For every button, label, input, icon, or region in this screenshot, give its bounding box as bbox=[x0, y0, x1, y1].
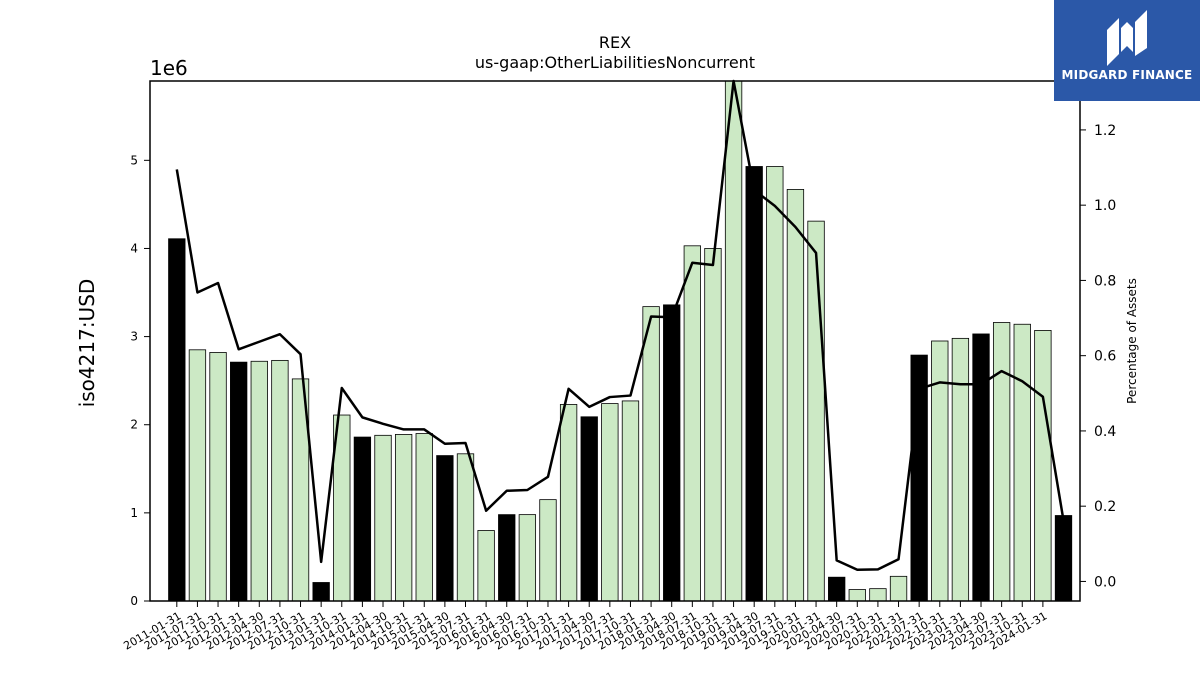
bar bbox=[230, 361, 248, 602]
chart-subtitle: us-gaap:OtherLiabilitiesNoncurrent bbox=[475, 53, 755, 72]
bar bbox=[374, 434, 392, 602]
logo: MIDGARD FINANCE bbox=[1054, 0, 1200, 101]
y2-tick-label: 1.0 bbox=[1094, 198, 1116, 214]
y-tick-label: 1 bbox=[130, 506, 138, 520]
bar bbox=[415, 433, 433, 602]
y2-tick-label: 0.2 bbox=[1094, 499, 1116, 515]
bar bbox=[766, 166, 784, 602]
y2-tick-label: 0.0 bbox=[1094, 574, 1116, 590]
bar bbox=[1034, 330, 1052, 602]
y2-tick-label: 0.4 bbox=[1094, 424, 1116, 440]
bar bbox=[807, 220, 825, 602]
bars-group bbox=[168, 80, 1073, 602]
bar bbox=[477, 530, 495, 602]
bar bbox=[250, 360, 268, 602]
bar bbox=[312, 582, 330, 602]
y-axis-multiplier: 1e6 bbox=[150, 56, 188, 80]
bar bbox=[436, 455, 454, 602]
y2-tick-label: 1.2 bbox=[1094, 123, 1116, 139]
y-tick-label: 5 bbox=[130, 153, 138, 167]
y-axis-label: iso4217:USD bbox=[75, 279, 99, 408]
y2-axis-label: Percentage of Assets bbox=[1125, 278, 1139, 404]
bar bbox=[848, 589, 866, 602]
plot-frame bbox=[149, 80, 1081, 602]
bar bbox=[663, 304, 681, 602]
bar bbox=[951, 337, 970, 602]
bar bbox=[580, 416, 598, 602]
bar bbox=[168, 238, 186, 602]
bar bbox=[498, 514, 516, 602]
bar bbox=[869, 588, 887, 602]
bar bbox=[972, 333, 990, 602]
bar bbox=[745, 166, 763, 602]
bar bbox=[518, 514, 537, 602]
bar bbox=[353, 436, 372, 602]
y-tick-label: 0 bbox=[130, 594, 138, 608]
axes-group: 0123450.00.20.40.60.81.01.22011-01-31201… bbox=[121, 80, 1116, 653]
percentage-line bbox=[175, 79, 1065, 572]
bar bbox=[704, 248, 722, 602]
y-tick-label: 3 bbox=[130, 330, 138, 344]
bar bbox=[828, 576, 846, 602]
chart-title: REX bbox=[599, 33, 631, 52]
y2-tick-label: 0.6 bbox=[1094, 349, 1116, 365]
bar bbox=[456, 453, 475, 602]
bar bbox=[889, 575, 908, 602]
y-tick-label: 2 bbox=[130, 418, 138, 432]
bar bbox=[539, 499, 557, 602]
bar bbox=[209, 352, 227, 602]
bar bbox=[621, 400, 640, 602]
bar bbox=[786, 189, 805, 602]
bar bbox=[601, 403, 619, 602]
bar bbox=[188, 349, 207, 602]
bar bbox=[992, 322, 1011, 602]
bar bbox=[271, 359, 289, 602]
bar bbox=[1054, 515, 1073, 602]
bar bbox=[1013, 323, 1031, 602]
bar bbox=[683, 245, 701, 602]
bar bbox=[559, 404, 578, 602]
midgard-logo-mark-icon bbox=[1107, 10, 1147, 66]
bar bbox=[724, 80, 743, 602]
y2-tick-label: 0.8 bbox=[1094, 273, 1116, 289]
bar bbox=[642, 306, 660, 602]
bar bbox=[931, 340, 949, 602]
y-tick-label: 4 bbox=[130, 241, 138, 255]
bar bbox=[394, 434, 413, 602]
logo-name: MIDGARD FINANCE bbox=[1061, 68, 1193, 82]
